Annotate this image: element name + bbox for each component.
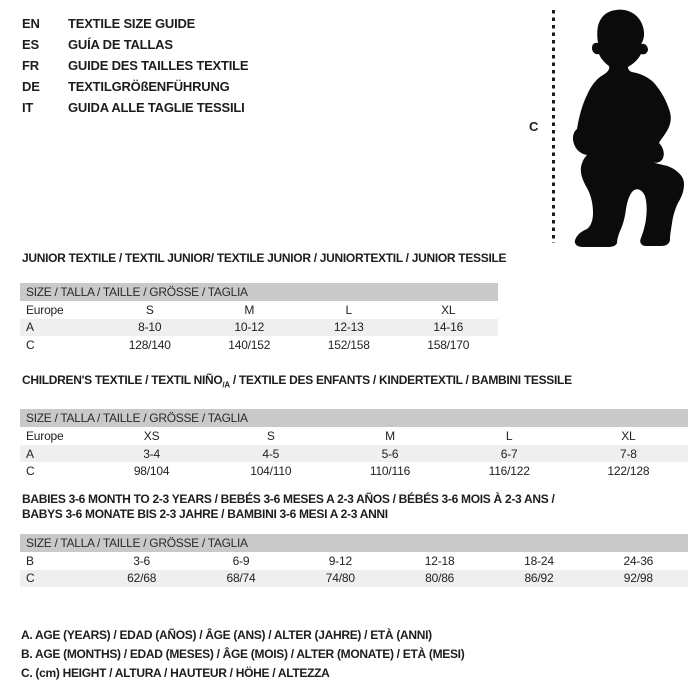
section-title: JUNIOR TEXTILE / TEXTIL JUNIOR/ TEXTILE …	[22, 251, 507, 265]
size-header-bar: SIZE / TALLA / TAILLE / GRÖSSE / TAGLIA	[20, 409, 688, 428]
size-cell: 158/170	[427, 337, 470, 352]
size-cell: 110/116	[369, 464, 411, 479]
size-cell: S	[145, 302, 154, 317]
size-cell: M	[244, 302, 255, 317]
section-title-text: / TEXTILE DES ENFANTS / KINDERTEXTIL / B…	[229, 373, 572, 387]
size-table-row: C 62/68 68/74 74/80 80/86 86/92 92/98	[20, 569, 688, 587]
size-cell: S	[266, 429, 275, 444]
size-cell: 86/92	[524, 571, 554, 586]
size-table-row: C 128/140 140/152 152/158 158/170	[20, 336, 498, 354]
section-title: BABIES 3-6 MONTH TO 2-3 YEARS / BEBÉS 3-…	[20, 492, 688, 522]
section-title-line1: BABIES 3-6 MONTH TO 2-3 YEARS / BEBÉS 3-…	[22, 492, 555, 506]
language-row-fr: FR GUIDE DES TAILLES TEXTILE	[22, 55, 249, 76]
size-cell: 3-4	[143, 446, 160, 461]
language-code: FR	[22, 58, 39, 73]
size-table-row: A 3-4 4-5 5-6 6-7 7-8	[20, 444, 688, 463]
junior-size-table: Europe S M L XL A 8-10 10-12 12-13 14-16 C 128/140 1…	[20, 301, 498, 354]
note-c: C. (cm) HEIGHT / ALTURA / HAUTEUR / HÖHE…	[21, 666, 330, 680]
size-cell: 10-12	[234, 320, 265, 335]
note-a: A. AGE (YEARS) / EDAD (AÑOS) / ÂGE (ANS)…	[21, 628, 432, 642]
size-cell: 62/68	[127, 571, 157, 586]
height-measure-dotted-line	[552, 10, 555, 243]
size-cell: 8-10	[138, 320, 162, 335]
size-cell: 122/128	[607, 464, 650, 479]
language-label: GUÍA DE TALLAS	[68, 37, 173, 52]
size-cell: L	[345, 302, 353, 317]
size-cell: 6-7	[500, 446, 518, 461]
section-title-subscript: /A	[222, 380, 230, 390]
size-cell: 24-36	[623, 553, 654, 568]
language-title-list: EN TEXTILE SIZE GUIDE ES GUÍA DE TALLAS …	[22, 13, 249, 118]
size-cell: 104/110	[250, 464, 292, 479]
size-cell: 5-6	[381, 446, 399, 461]
size-cell: XL	[621, 429, 636, 444]
size-cell: 4-5	[262, 446, 280, 461]
size-cell: 12-13	[333, 320, 364, 335]
size-cell: 3-6	[133, 553, 151, 568]
size-table-row: B 3-6 6-9 9-12 12-18 18-24 24-36	[20, 552, 688, 570]
language-label: TEXTILE SIZE GUIDE	[68, 16, 196, 31]
language-label: GUIDE DES TAILLES TEXTILE	[68, 58, 249, 73]
language-row-it: IT GUIDA ALLE TAGLIE TESSILI	[22, 97, 248, 118]
size-header-bar: SIZE / TALLA / TAILLE / GRÖSSE / TAGLIA	[20, 283, 498, 301]
size-cell: 12-18	[424, 553, 455, 568]
section-title-line2: BABYS 3-6 MONATE BIS 2-3 JAHRE / BAMBINI…	[22, 507, 388, 521]
size-cell: 18-24	[524, 553, 554, 568]
size-cell: 140/152	[228, 337, 271, 352]
babies-size-table: B 3-6 6-9 9-12 12-18 18-24 24-36 C 62/68 68/74 74/…	[20, 552, 688, 587]
size-table-row: Europe S M L XL	[20, 301, 498, 319]
size-cell: 80/86	[425, 571, 455, 586]
language-label: TEXTILGRÖßENFÜHRUNG	[68, 79, 230, 94]
size-cell: 6-9	[232, 553, 250, 568]
row-label: C	[26, 464, 35, 479]
row-label: Europe	[26, 429, 64, 444]
measurement-label-c: C	[529, 119, 539, 134]
row-label: A	[26, 446, 34, 461]
size-table-row: C 98/104 104/110 110/116 116/122 122/128	[20, 462, 688, 480]
size-cell: 128/140	[128, 337, 171, 352]
size-cell: XL	[441, 302, 456, 317]
section-childrens-textile: CHILDREN'S TEXTILE / TEXTIL NIÑO/A / TEX…	[20, 373, 688, 480]
section-junior-textile: JUNIOR TEXTILE / TEXTIL JUNIOR/ TEXTILE …	[20, 251, 507, 354]
section-title: CHILDREN'S TEXTILE / TEXTIL NIÑO/A / TEX…	[20, 373, 688, 392]
size-cell: 152/158	[327, 337, 370, 352]
size-header-bar: SIZE / TALLA / TAILLE / GRÖSSE / TAGLIA	[20, 534, 688, 552]
language-code: IT	[22, 100, 34, 115]
legend-notes: A. AGE (YEARS) / EDAD (AÑOS) / ÂGE (ANS)…	[21, 626, 465, 683]
row-label: B	[26, 553, 34, 568]
row-label: C	[26, 337, 35, 352]
language-row-es: ES GUÍA DE TALLAS	[22, 34, 248, 55]
childrens-size-table: Europe XS S M L XL A 3-4 4-5 5-6 6-7 7-8 C 98/104 104/…	[20, 427, 688, 480]
row-label: Europe	[26, 302, 64, 317]
size-cell: 116/122	[488, 464, 530, 479]
measurement-figure: C	[0, 0, 700, 255]
size-cell: 74/80	[325, 571, 355, 586]
language-row-en: EN TEXTILE SIZE GUIDE	[22, 13, 248, 34]
row-label: C	[26, 571, 35, 586]
size-cell: XS	[143, 429, 160, 444]
row-label: A	[26, 320, 34, 335]
size-cell: 92/98	[623, 571, 653, 586]
size-table-row: A 8-10 10-12 12-13 14-16	[20, 318, 498, 336]
note-b: B. AGE (MONTHS) / EDAD (MESES) / ÂGE (MO…	[21, 647, 465, 661]
size-cell: L	[505, 429, 513, 444]
size-cell: 14-16	[433, 320, 464, 335]
size-cell: 98/104	[133, 464, 170, 479]
size-cell: 9-12	[328, 553, 352, 568]
language-code: DE	[22, 79, 40, 94]
size-cell: M	[385, 429, 395, 444]
language-label: GUIDA ALLE TAGLIE TESSILI	[68, 100, 245, 115]
language-row-de: DE TEXTILGRÖßENFÜHRUNG	[22, 76, 248, 97]
size-cell: 7-8	[620, 446, 637, 461]
language-code: EN	[22, 16, 40, 31]
language-code: ES	[22, 37, 39, 52]
section-babies-textile: BABIES 3-6 MONTH TO 2-3 YEARS / BEBÉS 3-…	[20, 492, 688, 587]
size-table-row: Europe XS S M L XL	[20, 427, 688, 445]
section-title-text: CHILDREN'S TEXTILE / TEXTIL NIÑO	[22, 373, 223, 387]
size-cell: 68/74	[226, 571, 256, 586]
toddler-silhouette-icon	[573, 9, 684, 248]
